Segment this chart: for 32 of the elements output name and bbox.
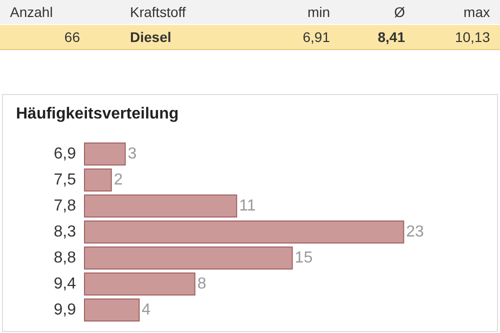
text: Diesel bbox=[130, 29, 172, 45]
bar bbox=[84, 168, 112, 192]
text: Anzahl bbox=[10, 4, 53, 20]
data-label: 15 bbox=[294, 250, 313, 266]
text: Ø bbox=[394, 4, 405, 20]
text: 8,41 bbox=[378, 29, 405, 45]
bar bbox=[84, 142, 126, 166]
y-tick-label: 8,3 bbox=[54, 224, 76, 240]
text: min bbox=[307, 4, 330, 20]
text: 66 bbox=[64, 29, 80, 45]
y-tick-label: 9,4 bbox=[54, 276, 76, 292]
data-label: 11 bbox=[239, 198, 256, 214]
data-label: 2 bbox=[114, 172, 123, 188]
y-tick-label: 8,8 bbox=[54, 250, 76, 266]
data-label: 3 bbox=[128, 146, 137, 162]
chart-title: Häufigkeitsverteilung bbox=[16, 106, 179, 122]
bar bbox=[84, 272, 196, 296]
y-tick-label: 9,9 bbox=[54, 302, 76, 318]
y-tick-label: 7,5 bbox=[54, 172, 76, 188]
bar bbox=[84, 298, 140, 322]
text: 6,91 bbox=[302, 29, 330, 45]
y-tick-label: 6,9 bbox=[54, 146, 76, 162]
bar bbox=[84, 220, 404, 244]
data-label: 4 bbox=[142, 302, 151, 318]
bar bbox=[84, 194, 238, 218]
data-label: 23 bbox=[406, 224, 424, 240]
bar bbox=[84, 246, 293, 270]
y-tick-label: 7,8 bbox=[54, 198, 76, 214]
text: max bbox=[464, 4, 490, 20]
text: Kraftstoff bbox=[130, 4, 186, 20]
data-label: 8 bbox=[197, 276, 206, 292]
text: 10,13 bbox=[454, 29, 490, 45]
